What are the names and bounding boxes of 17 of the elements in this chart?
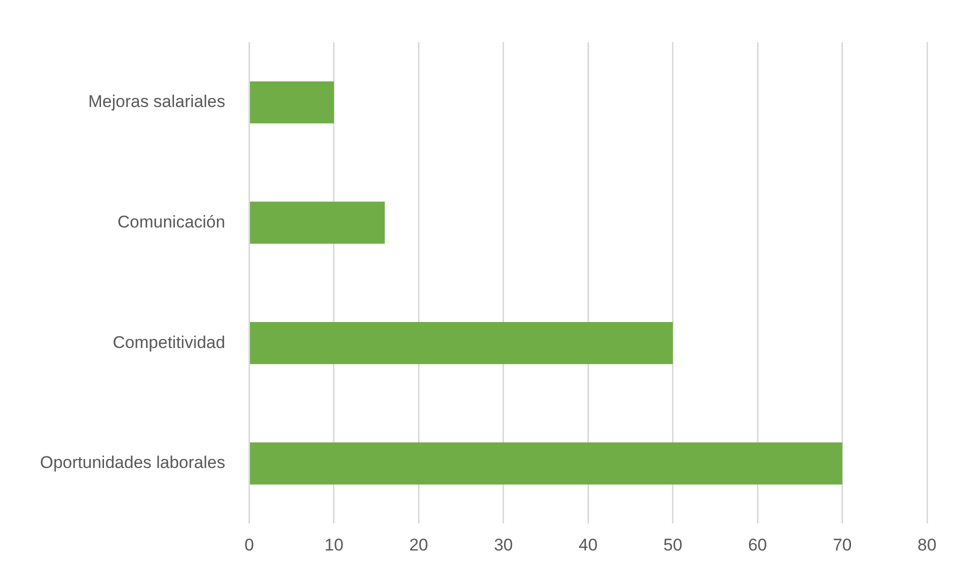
y-tick-label: Competitividad	[112, 332, 226, 352]
y-tick-label: Oportunidades laborales	[40, 453, 226, 472]
x-tick-label: 30	[494, 535, 513, 554]
bar	[250, 322, 673, 364]
bar	[250, 442, 842, 484]
x-tick-label: 40	[578, 535, 598, 554]
x-tick-label: 10	[324, 535, 344, 554]
x-tick-label: 0	[244, 535, 254, 554]
y-tick-label: Comunicación	[118, 212, 226, 232]
x-tick-label: 20	[409, 535, 428, 554]
y-tick-label: Mejoras salariales	[88, 92, 226, 112]
x-tick-label: 50	[663, 535, 682, 554]
bar	[250, 81, 334, 124]
x-tick-label: 70	[832, 535, 852, 554]
bar	[250, 202, 385, 244]
x-tick-label: 80	[918, 535, 936, 554]
x-tick-label: 60	[748, 535, 768, 554]
